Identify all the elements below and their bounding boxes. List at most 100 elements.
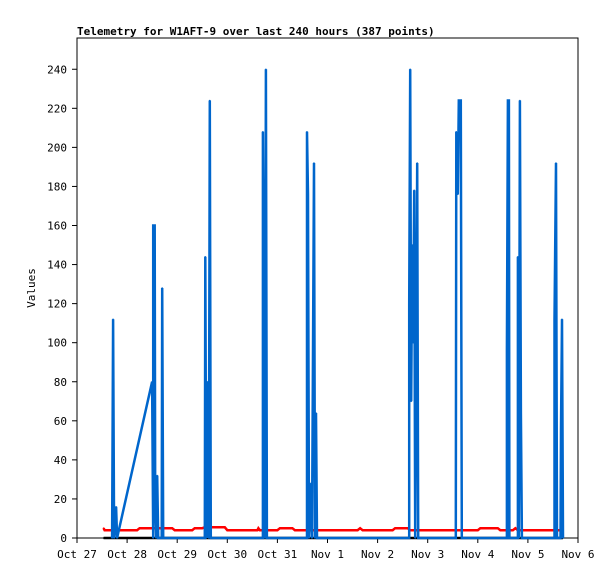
series-values-point: [520, 412, 522, 414]
y-axis-label: Values: [25, 268, 38, 308]
series-values-point: [157, 537, 159, 539]
series-values-point: [263, 318, 265, 321]
x-tick-label: Nov 3: [411, 548, 444, 561]
series-values-point: [204, 255, 207, 258]
series-values-point: [114, 529, 116, 531]
y-tick-label: 160: [47, 220, 67, 233]
series-values-point: [408, 302, 410, 305]
series-low-point: [279, 527, 281, 530]
series-low-point: [259, 529, 261, 531]
y-tick-label: 220: [47, 102, 67, 115]
series-values-point: [310, 482, 312, 485]
series-values-point: [517, 255, 519, 258]
series-values-point: [307, 193, 309, 196]
series-low-point: [512, 529, 514, 531]
series-values-point: [411, 244, 413, 246]
series-values-point: [113, 537, 115, 539]
series-values-point: [262, 537, 264, 539]
series-values-point: [460, 537, 463, 539]
series-values-point: [459, 99, 462, 102]
series-values-point: [506, 537, 508, 539]
series-values-point: [265, 68, 267, 71]
series-low-point: [226, 529, 229, 531]
series-values-point: [264, 537, 266, 539]
series-values-point: [154, 505, 156, 508]
series-low-point: [276, 529, 279, 531]
x-tick-label: Nov 4: [461, 548, 494, 561]
series-low-point: [102, 527, 105, 530]
y-tick-label: 200: [47, 141, 67, 154]
series-values-point: [313, 162, 315, 164]
series-values-point: [155, 537, 157, 539]
series-values-point: [412, 341, 414, 344]
series-low-point: [223, 526, 226, 529]
series-values-point: [454, 537, 457, 539]
series-values-point: [116, 537, 118, 539]
series-values-point: [111, 537, 113, 539]
series-values-point: [266, 537, 268, 539]
x-tick-label: Oct 29: [157, 548, 197, 561]
series-low-point: [391, 529, 394, 531]
x-tick-label: Oct 30: [207, 548, 247, 561]
series-values-point: [161, 412, 164, 414]
series-low-point: [138, 527, 141, 530]
y-tick-label: 180: [47, 180, 67, 193]
series-values-point: [518, 537, 520, 539]
series-low-point: [136, 529, 138, 531]
series-values-point: [112, 318, 114, 321]
series-low-point: [359, 527, 361, 530]
series-values-point: [160, 537, 163, 539]
series-values-point: [409, 68, 411, 71]
series-values-point: [519, 99, 521, 102]
series-low-point: [257, 527, 260, 530]
y-tick-label: 0: [60, 532, 67, 545]
series-values-point: [205, 537, 208, 539]
y-tick-label: 240: [47, 63, 67, 76]
series-low-point: [514, 527, 517, 530]
series-values-point: [316, 537, 318, 539]
series-values-point: [206, 380, 209, 383]
x-tick-label: Nov 1: [311, 548, 344, 561]
series-low-point: [103, 529, 106, 531]
series-values-point: [207, 537, 210, 539]
series-low-point: [497, 527, 499, 530]
series-values-point: [203, 537, 206, 539]
x-tick-label: Nov 2: [361, 548, 394, 561]
series-values-point: [414, 537, 416, 539]
series-values-point: [314, 537, 316, 539]
series-low-point: [361, 529, 364, 531]
series-values-point: [560, 427, 562, 430]
chart-title: Telemetry for W1AFT-9 over last 240 hour…: [77, 25, 435, 38]
x-tick-label: Nov 5: [511, 548, 544, 561]
series-values-point: [508, 537, 511, 539]
series-values-point: [161, 287, 163, 289]
y-tick-label: 20: [54, 493, 67, 506]
series-values-point: [306, 537, 308, 539]
series-values-point: [457, 99, 460, 102]
series-values-point: [455, 130, 458, 133]
series-low-point: [479, 527, 482, 530]
y-tick-label: 60: [54, 415, 67, 428]
series-low-point: [394, 527, 396, 530]
series-low-point: [499, 529, 502, 531]
series-values-point: [413, 189, 415, 192]
series-low-line: [102, 525, 563, 532]
series-values-point: [153, 224, 156, 227]
series-values-point: [151, 380, 153, 383]
series-values-point: [508, 99, 510, 102]
x-tick-label: Oct 28: [107, 548, 147, 561]
series-values-point: [308, 537, 310, 539]
series-values-point: [262, 130, 264, 133]
series-values-point: [417, 537, 419, 539]
series-values-point: [410, 400, 412, 403]
series-values-point: [156, 474, 158, 477]
series-values-point: [555, 162, 557, 164]
series-low-point: [291, 527, 294, 530]
series-low-point: [191, 529, 194, 531]
series-values-point: [162, 537, 164, 539]
series-values-point: [416, 162, 418, 164]
series-values-point: [559, 537, 562, 539]
series-values-point: [521, 537, 523, 539]
